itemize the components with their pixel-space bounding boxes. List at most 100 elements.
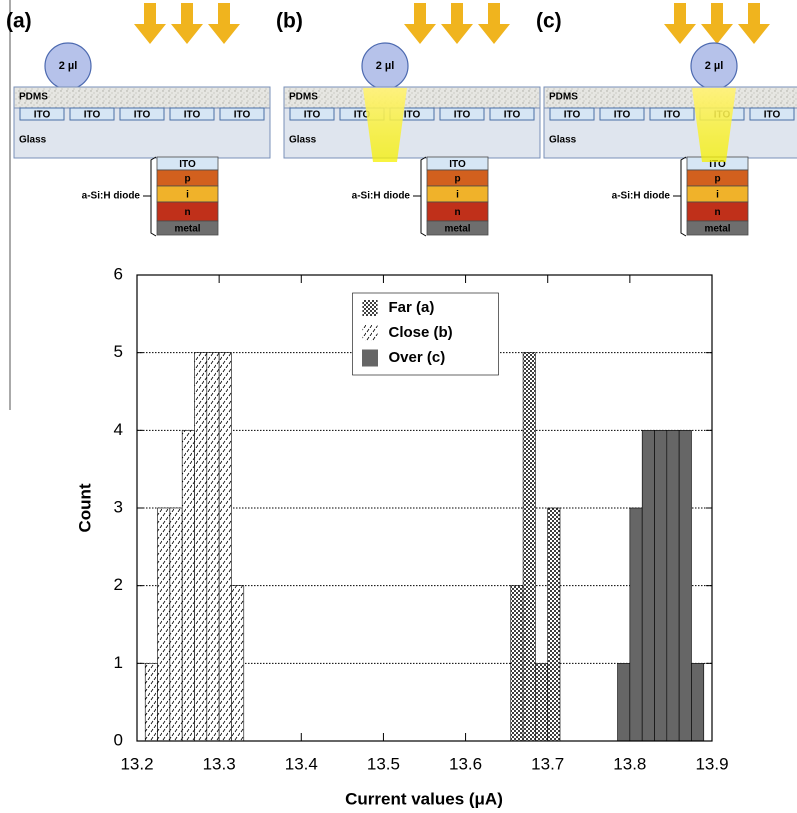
light-arrow <box>441 3 473 44</box>
y-tick-label: 4 <box>114 420 123 439</box>
panel-label: (a) <box>6 10 32 33</box>
diode-layer-label: ITO <box>449 159 466 170</box>
page: { "diagram": { "panels": [{"label": "(a)… <box>0 0 797 813</box>
legend-swatch <box>363 325 378 341</box>
ito-label: ITO <box>504 110 521 121</box>
chart: Current values (μA) Count 0 1 2 3 4 5 6 13.2 13.… <box>75 264 728 808</box>
ito-label: ITO <box>34 110 51 121</box>
x-tick-label: 13.5 <box>367 754 400 773</box>
bar <box>145 663 157 741</box>
bar <box>618 663 630 741</box>
light-arrow <box>134 3 166 44</box>
x-tick-label: 13.8 <box>613 754 646 773</box>
y-axis-title: Count <box>75 483 94 532</box>
light-arrow <box>171 3 203 44</box>
panel: (a) PDMS Glass ITO ITO ITO ITO ITO 2 µl ITO pin met… <box>6 3 270 236</box>
bar <box>523 353 535 741</box>
pdms-label: PDMS <box>19 92 48 103</box>
legend-label: Over (c) <box>389 349 446 366</box>
diode-bracket <box>143 157 156 236</box>
diode-layer-label: i <box>186 190 189 201</box>
droplet-label: 2 µl <box>705 60 724 72</box>
bar <box>630 508 642 741</box>
x-axis-title: Current values (μA) <box>345 789 503 808</box>
y-tick-label: 1 <box>114 653 123 672</box>
bar <box>219 353 231 741</box>
diode-label: a-Si:H diode <box>82 191 141 202</box>
diode-bracket <box>413 157 426 236</box>
panel: (b)PDMSGlassITOITOITOITOITO2 µlITOpinmet… <box>276 3 540 236</box>
diode-layer-label: i <box>716 190 719 201</box>
light-arrow <box>701 3 733 44</box>
panel-label: (c) <box>536 10 562 33</box>
droplet-label: 2 µl <box>59 60 78 72</box>
y-tick-label: 3 <box>114 497 123 516</box>
ito-label: ITO <box>564 110 581 121</box>
diode-layer-label: ITO <box>179 159 196 170</box>
pdms-layer <box>284 87 540 108</box>
legend-label: Far (a) <box>389 299 435 316</box>
diode-layer-label: p <box>714 174 720 185</box>
pdms-label: PDMS <box>549 92 578 103</box>
pdms-layer <box>544 87 797 108</box>
bar <box>642 430 654 741</box>
diode-label: a-Si:H diode <box>612 191 671 202</box>
diode-layer-label: metal <box>704 224 730 235</box>
y-tick-label: 2 <box>114 575 123 594</box>
legend-swatch <box>363 350 378 366</box>
diode-layer-label: p <box>454 174 460 185</box>
y-tick-label: 6 <box>114 264 123 283</box>
legend-label: Close (b) <box>389 324 453 341</box>
glass-label: Glass <box>289 135 317 146</box>
diode-layer-label: n <box>714 207 720 218</box>
ito-label: ITO <box>454 110 471 121</box>
x-tick-label: 13.9 <box>695 754 728 773</box>
diode-label: a-Si:H diode <box>352 191 411 202</box>
light-arrow <box>478 3 510 44</box>
light-arrow <box>664 3 696 44</box>
diode-layer-label: n <box>454 207 460 218</box>
x-tick-label: 13.2 <box>120 754 153 773</box>
bar <box>231 586 243 741</box>
bar <box>655 430 667 741</box>
pdms-layer <box>14 87 270 108</box>
legend-swatch <box>363 300 378 316</box>
light-arrow <box>404 3 436 44</box>
pdms-label: PDMS <box>289 92 318 103</box>
diode-layer-label: p <box>184 174 190 185</box>
bar <box>691 663 703 741</box>
diode-layer-label: metal <box>444 224 470 235</box>
bar <box>511 586 523 741</box>
ito-label: ITO <box>84 110 101 121</box>
glass-label: Glass <box>19 135 47 146</box>
bar <box>667 430 679 741</box>
ito-label: ITO <box>614 110 631 121</box>
figure: (a)PDMSGlassITOITOITOITOITO2 µlITOpinmet… <box>0 0 797 813</box>
diode-layer-label: metal <box>174 224 200 235</box>
panel-label: (b) <box>276 10 303 33</box>
glass-label: Glass <box>549 135 577 146</box>
droplet-label: 2 µl <box>376 60 395 72</box>
bar <box>170 508 182 741</box>
ito-label: ITO <box>234 110 251 121</box>
ito-label: ITO <box>664 110 681 121</box>
ito-label: ITO <box>764 110 781 121</box>
ito-label: ITO <box>184 110 201 121</box>
bar <box>207 353 219 741</box>
x-tick-label: 13.6 <box>449 754 482 773</box>
light-arrow <box>738 3 770 44</box>
ito-label: ITO <box>134 110 151 121</box>
diode-layer-label: i <box>456 190 459 201</box>
bar <box>158 508 170 741</box>
x-tick-label: 13.3 <box>203 754 236 773</box>
y-tick-label: 0 <box>114 730 123 749</box>
y-tick-label: 5 <box>114 342 123 361</box>
diode-layer-label: n <box>184 207 190 218</box>
x-tick-label: 13.4 <box>285 754 318 773</box>
diode-bracket <box>673 157 686 236</box>
light-arrow <box>208 3 240 44</box>
bar <box>679 430 691 741</box>
ito-label: ITO <box>304 110 321 121</box>
